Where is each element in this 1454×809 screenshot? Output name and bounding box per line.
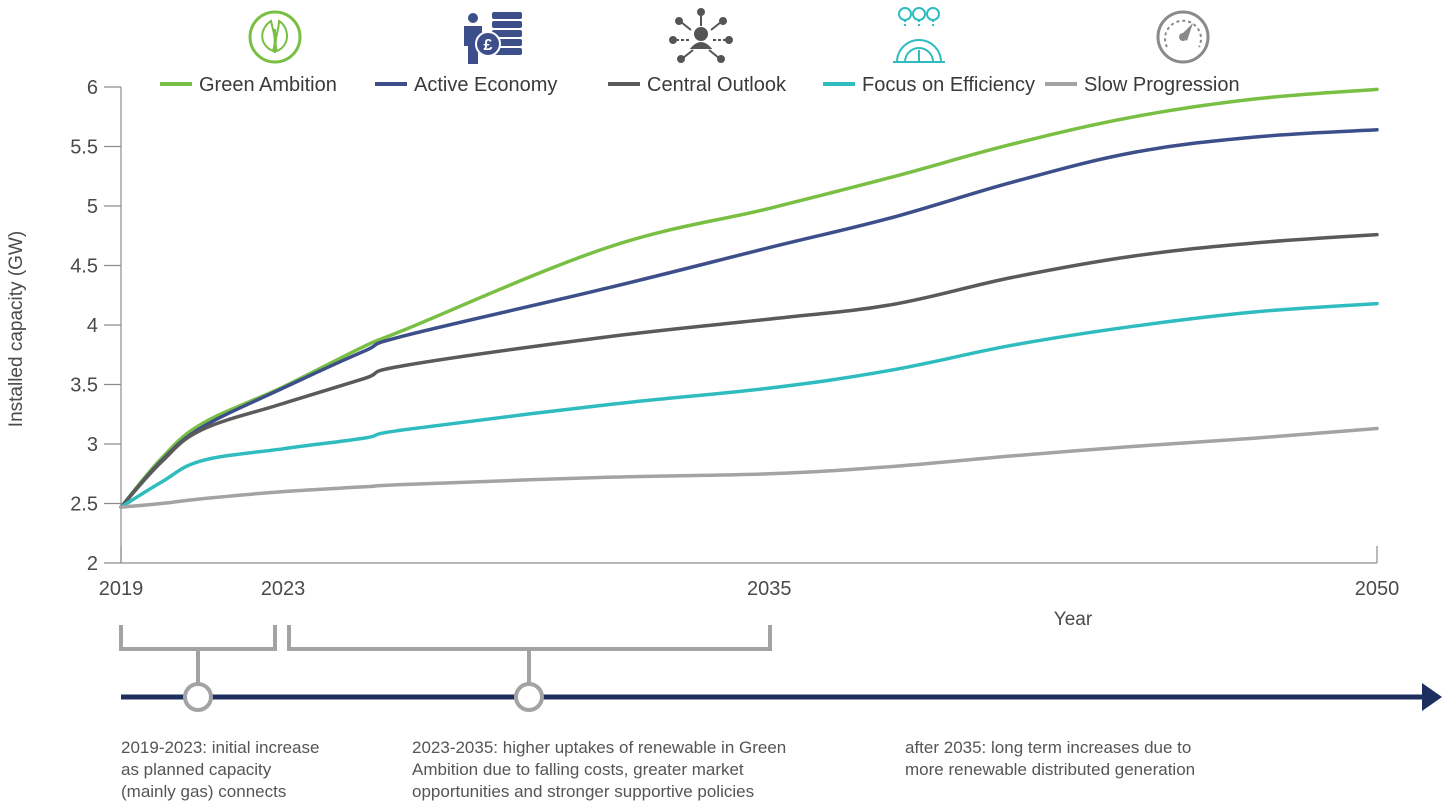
x-axis: 2019 2023 2035 2050 — [99, 546, 1400, 600]
timeline-note-3: after 2035: long term increases due to m… — [905, 737, 1195, 781]
person-pound-coins-icon: £ — [464, 12, 522, 64]
network-person-icon — [669, 8, 733, 63]
series-line-central-outlook — [119, 232, 1379, 509]
y-tick-label: 5 — [87, 196, 98, 218]
legend-item-active-economy: Active Economy — [375, 74, 557, 96]
y-tick-label: 3 — [87, 434, 98, 456]
timeline-note-2-line: 2023-2035: higher uptakes of renewable i… — [412, 738, 787, 757]
timeline-note-1-line: 2019-2023: initial increase — [121, 738, 320, 757]
leaf-circle-icon — [248, 10, 302, 64]
legend-label: Focus on Efficiency — [862, 74, 1035, 96]
timeline-note-1-line: (mainly gas) connects — [121, 782, 287, 801]
x-tick-label: 2019 — [99, 578, 144, 600]
legend-item-focus-on-efficiency: Focus on Efficiency — [823, 74, 1035, 96]
timeline-marker — [183, 682, 213, 712]
timeline-note-1-line: as planned capacity — [121, 760, 272, 779]
legend-item-central-outlook: Central Outlook — [608, 74, 787, 96]
chart-legend: Green Ambition Active Economy Central Outl… — [160, 74, 1240, 96]
timeline-note-2: 2023-2035: higher uptakes of renewable i… — [412, 737, 786, 803]
y-tick-label: 4 — [87, 315, 98, 337]
y-axis-title: Installed capacity (GW) — [6, 231, 27, 427]
legend-label: Slow Progression — [1084, 74, 1240, 96]
x-tick-label: 2023 — [261, 578, 306, 600]
gear-dial-cost-icon — [893, 7, 945, 63]
y-tick-label: 2 — [87, 553, 98, 575]
legend-label: Central Outlook — [647, 74, 787, 96]
series-line-green-ambition — [119, 87, 1379, 509]
timeline-note-2-line: Ambition due to falling costs, greater m… — [412, 760, 744, 779]
timeline-marker — [514, 682, 544, 712]
y-tick-label: 4.5 — [70, 256, 98, 278]
speedometer-icon — [1156, 10, 1210, 64]
bracket-2023-2035 — [287, 625, 772, 651]
timeline-note-2-line: opportunities and stronger supportive po… — [412, 782, 755, 801]
timeline-note-3-line: after 2035: long term increases due to — [905, 738, 1192, 757]
x-axis-title: Year — [1054, 609, 1093, 630]
series-line-slow-progression — [119, 426, 1379, 509]
y-tick-label: 3.5 — [70, 375, 98, 397]
timeline — [119, 625, 1442, 712]
series-line-active-economy — [119, 128, 1379, 509]
y-axis: 2 2.5 3 3.5 4 4.5 5 5.5 6 — [70, 77, 122, 575]
bracket-2019-2023 — [119, 625, 277, 651]
timeline-arrow-head — [1422, 683, 1442, 711]
legend-label: Active Economy — [414, 74, 557, 96]
series-line-focus-on-efficiency — [119, 301, 1379, 509]
timeline-note-1: 2019-2023: initial increase as planned c… — [121, 737, 319, 803]
legend-label: Green Ambition — [199, 74, 337, 96]
timeline-note-3-line: more renewable distributed generation — [905, 760, 1196, 779]
y-tick-label: 5.5 — [70, 137, 98, 159]
y-tick-label: 6 — [87, 77, 98, 99]
legend-item-slow-progression: Slow Progression — [1045, 74, 1240, 96]
svg-text:£: £ — [484, 37, 493, 54]
y-tick-label: 2.5 — [70, 494, 98, 516]
x-tick-label: 2035 — [747, 578, 792, 600]
legend-item-green-ambition: Green Ambition — [160, 74, 337, 96]
series-lines — [119, 87, 1379, 509]
x-tick-label: 2050 — [1355, 578, 1400, 600]
